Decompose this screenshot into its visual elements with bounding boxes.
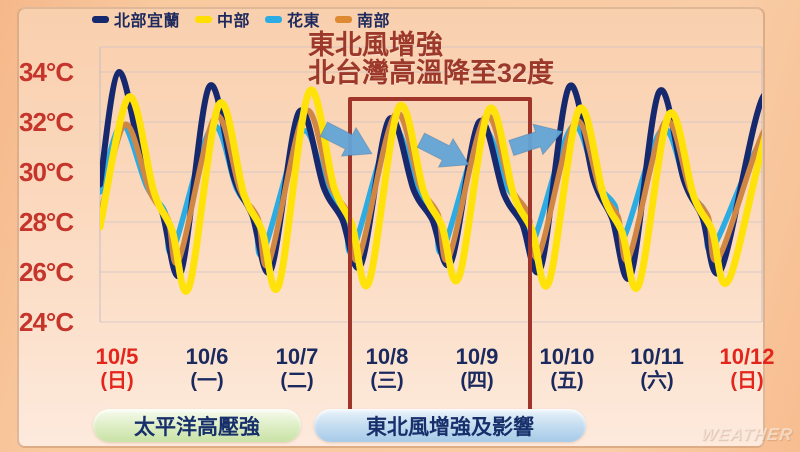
weekday-text: (日) (730, 370, 764, 392)
period-label-pacific-high: 太平洋高壓強 (93, 409, 301, 442)
chart-legend: 北部宜蘭 中部 花東 南部 (92, 8, 390, 30)
legend-item-1: 中部 (195, 7, 250, 31)
legend-label: 南部 (357, 13, 391, 30)
weekday-text: (一) (190, 370, 224, 392)
right-arrow-icon-0 (319, 121, 373, 157)
x-tick-label-10-11: 10/11 (六) (611, 345, 703, 393)
legend-label: 花東 (287, 13, 321, 30)
right-arrow-icon-2 (508, 123, 564, 157)
y-tick-label: 30°C (19, 157, 74, 187)
date-text: 10/10 (539, 344, 595, 369)
weekday-text: (日) (100, 370, 134, 392)
legend-item-3: 南部 (335, 7, 390, 31)
weekday-text: (三) (370, 370, 404, 392)
y-tick-label: 24°C (19, 307, 74, 337)
legend-swatch-icon (265, 15, 283, 23)
x-tick-label-10-5: 10/5 (日) (71, 345, 163, 393)
legend-swatch-icon (335, 15, 353, 23)
date-text: 10/8 (365, 344, 409, 369)
legend-item-2: 花東 (265, 7, 320, 31)
weekday-text: (二) (280, 370, 314, 392)
date-text: 10/7 (275, 344, 319, 369)
weekday-text: (四) (460, 370, 494, 392)
y-tick-label: 34°C (19, 57, 74, 87)
right-arrow-icon-1 (416, 132, 470, 168)
x-tick-label-10-10: 10/10 (五) (521, 345, 613, 393)
weekday-text: (六) (640, 370, 674, 392)
date-text: 10/6 (185, 344, 229, 369)
headline-annotation: 東北風增強 北台灣高溫降至32度 (308, 31, 554, 87)
date-text: 10/9 (455, 344, 499, 369)
legend-label: 北部宜蘭 (114, 13, 181, 30)
x-tick-label-10-8: 10/8 (三) (341, 345, 433, 393)
x-tick-label-10-9: 10/9 (四) (431, 345, 523, 393)
y-tick-label: 28°C (19, 207, 74, 237)
legend-swatch-icon (195, 15, 213, 23)
legend-swatch-icon (92, 15, 109, 23)
date-text: 10/11 (630, 344, 684, 369)
weekday-text: (五) (550, 370, 584, 392)
series-line-0 (100, 68, 762, 282)
x-tick-label-10-7: 10/7 (二) (251, 345, 343, 393)
headline-line2: 北台灣高溫降至32度 (308, 58, 555, 88)
pacific-high-label: 太平洋高壓強 (134, 415, 260, 439)
weather-watermark: WEATHER (700, 425, 795, 444)
period-label-northeast-wind: 東北風增強及影響 (314, 409, 586, 442)
y-tick-label: 26°C (19, 257, 74, 287)
date-text: 10/5 (95, 344, 139, 369)
y-tick-label: 32°C (19, 107, 74, 137)
legend-label: 中部 (217, 13, 251, 30)
x-tick-label-10-12: 10/12 (日) (701, 345, 793, 393)
headline-line1: 東北風增強 (308, 30, 443, 60)
x-tick-label-10-6: 10/6 (一) (161, 345, 253, 393)
series-line-1 (100, 86, 762, 295)
legend-item-0: 北部宜蘭 (92, 7, 180, 31)
date-text: 10/12 (719, 344, 775, 369)
northeast-wind-label: 東北風增強及影響 (366, 415, 534, 439)
